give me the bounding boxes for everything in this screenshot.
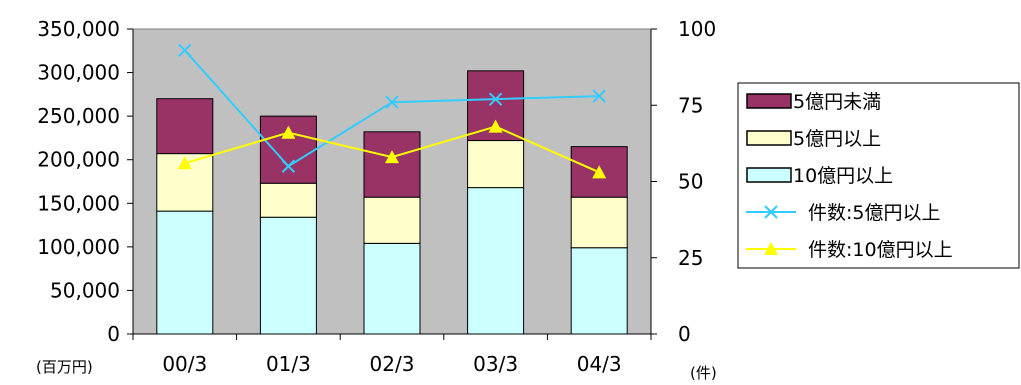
left-tick-label: 250,000 <box>37 104 120 128</box>
x-marker-stroke <box>488 92 503 106</box>
right-tick-label: 0 <box>678 322 691 346</box>
x-marker-stroke <box>281 159 296 173</box>
legend-item-5: 件数:10億円以上 <box>746 239 953 261</box>
lines-layer <box>177 43 607 179</box>
legend-item-1: 5億円未満 <box>746 91 881 113</box>
right-tick-label: 75 <box>678 93 703 117</box>
legend-item-3: 10億円以上 <box>746 165 893 187</box>
x-marker-stroke <box>764 205 778 219</box>
line-point-1-4 <box>488 92 503 106</box>
bar-segment-2-5 <box>570 196 628 249</box>
left-tick-label: 350,000 <box>37 17 120 41</box>
left-tick-label: 200,000 <box>37 148 120 172</box>
legend-label: 5億円未満 <box>793 91 881 113</box>
legend-swatch <box>746 130 792 146</box>
left-axis-unit: (百万円) <box>36 358 93 376</box>
right-axis-unit: (件) <box>690 364 717 382</box>
left-tick-label: 150,000 <box>37 191 120 215</box>
bars-layer <box>156 70 628 335</box>
right-tick-label: 25 <box>678 246 703 270</box>
axes-layer: 0 50,000 100,000 150,000 200,000 250,000 300,0… <box>37 17 716 376</box>
line-point-2-4 <box>488 119 503 133</box>
legend-item-4: 件数:5億円以上 <box>746 202 941 224</box>
bar-segment-2-3 <box>363 196 421 244</box>
bar-segment-1-4 <box>467 187 525 335</box>
line-point-1-3 <box>385 95 399 109</box>
x-marker-stroke <box>385 95 399 109</box>
legend-label: 件数:10億円以上 <box>808 239 953 261</box>
line-point-1-5 <box>592 89 606 103</box>
left-tick-label: 50,000 <box>50 278 120 302</box>
left-tick-label: 0 <box>107 322 120 346</box>
line-point-2-3 <box>385 150 399 164</box>
bar-segment-2-2 <box>259 182 317 218</box>
line-point-2-1 <box>177 156 192 170</box>
line-point-2-2 <box>281 125 296 139</box>
legend-label: 5億円以上 <box>793 128 881 150</box>
line-point-2-5 <box>592 165 607 179</box>
legend-marker <box>764 205 778 219</box>
right-tick-label: 50 <box>678 170 703 194</box>
line-point-1-1 <box>178 43 192 58</box>
x-tick-label: 00/3 <box>162 352 207 376</box>
x-tick-label: 03/3 <box>473 352 518 376</box>
bar-segment-3-3 <box>363 131 421 198</box>
bar-segment-1-2 <box>259 216 317 335</box>
line-point-1-2 <box>281 159 296 173</box>
x-marker-stroke <box>592 89 606 103</box>
bar-segment-3-1 <box>156 98 214 155</box>
legend-swatch <box>746 167 792 183</box>
left-tick-label: 100,000 <box>37 235 120 259</box>
x-tick-label: 01/3 <box>266 352 311 376</box>
bar-segment-1-5 <box>570 247 628 335</box>
x-marker-stroke <box>178 43 192 58</box>
legend-label: 件数:5億円以上 <box>808 202 941 224</box>
right-tick-label: 100 <box>678 17 716 41</box>
bar-segment-2-4 <box>467 140 525 189</box>
bar-segment-1-3 <box>363 242 421 335</box>
left-tick-label: 300,000 <box>37 61 120 85</box>
legend-label: 10億円以上 <box>793 165 893 187</box>
legend-swatch <box>746 93 792 109</box>
x-tick-label: 04/3 <box>577 352 622 376</box>
x-tick-label: 02/3 <box>370 352 415 376</box>
bar-segment-1-1 <box>156 210 214 335</box>
legend-marker <box>764 242 778 255</box>
legend-item-2: 5億円以上 <box>746 128 881 150</box>
